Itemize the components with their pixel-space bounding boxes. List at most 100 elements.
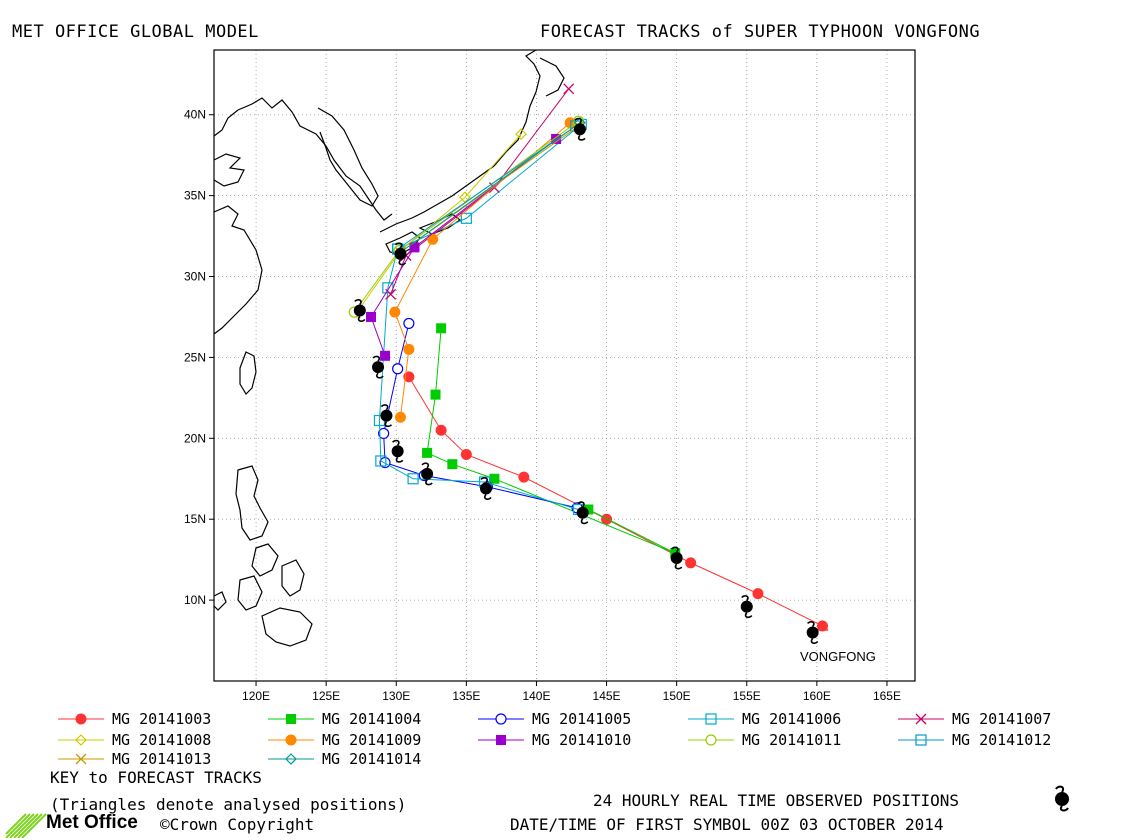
track-point-marker xyxy=(422,447,433,458)
typhoon-symbol-icon xyxy=(670,546,683,570)
coastlines xyxy=(213,49,565,647)
track-point-marker xyxy=(583,504,594,515)
track-line xyxy=(400,122,581,253)
legend-label: MG 20141007 xyxy=(952,710,1052,728)
coastline-segment xyxy=(261,607,313,647)
observed-positions-note: 24 HOURLY REAL TIME OBSERVED POSITIONS xyxy=(593,791,960,810)
met-office-logo-icon xyxy=(5,813,47,838)
track-point-marker xyxy=(551,133,562,144)
y-tick-label: 40N xyxy=(184,108,206,122)
track-point-marker xyxy=(392,363,404,375)
typhoon-symbol-icon xyxy=(576,501,589,525)
typhoon-symbol-icon xyxy=(740,595,753,619)
copyright-text: ©Crown Copyright xyxy=(160,815,315,834)
track-point-marker xyxy=(489,473,500,484)
coastline-segment xyxy=(379,49,541,233)
map-frame xyxy=(213,49,916,682)
track-line xyxy=(397,125,577,250)
coastline-segment xyxy=(317,107,379,207)
coastline-segment xyxy=(235,465,269,541)
legend-marker-icon xyxy=(898,713,944,725)
track-mg-20141007 xyxy=(385,83,575,300)
coastline-segment xyxy=(281,559,305,597)
track-point-marker xyxy=(378,427,390,440)
track-point-marker xyxy=(286,714,296,724)
x-tick-label: 125E xyxy=(312,689,340,703)
track-point-marker xyxy=(403,343,415,355)
forecast-track-map: 120E 125E 130E 135E 140E 145E 150E 155E 160E 165E… xyxy=(184,49,916,703)
legend-label: MG 20141010 xyxy=(532,731,632,749)
track-point-marker xyxy=(685,557,697,569)
y-tick-label: 15N xyxy=(184,512,206,526)
first-symbol-date-note: DATE/TIME OF FIRST SYMBOL 00Z 03 OCTOBER… xyxy=(510,815,944,834)
legend-marker-icon xyxy=(268,714,314,724)
y-tick-labels: 10N 15N 20N 25N 30N 35N 40N xyxy=(184,108,214,607)
y-tick-label: 10N xyxy=(184,593,206,607)
track-point-marker xyxy=(285,753,297,765)
legend-label: MG 20141011 xyxy=(742,731,842,749)
track-point-marker xyxy=(915,713,927,725)
x-tick-label: 135E xyxy=(452,689,480,703)
track-point-marker xyxy=(375,455,387,467)
coastline-segment xyxy=(237,97,393,221)
typhoon-symbol-icon xyxy=(573,117,586,141)
track-point-marker xyxy=(75,753,87,765)
typhoon-symbol-icon xyxy=(380,404,393,428)
track-point-marker xyxy=(75,734,87,746)
met-office-logo-text: Met Office xyxy=(46,812,138,833)
coastline-segment xyxy=(213,153,263,335)
y-tick-label: 25N xyxy=(184,350,206,364)
track-point-marker xyxy=(495,713,507,725)
x-tick-label: 130E xyxy=(382,689,410,703)
analysed-position-triangle xyxy=(816,619,829,631)
x-tick-label: 160E xyxy=(803,689,831,703)
legend-label: MG 20141014 xyxy=(322,750,422,768)
key-title: KEY to FORECAST TRACKS xyxy=(50,768,262,787)
typhoon-symbol-icon xyxy=(372,355,385,379)
track-point-marker xyxy=(496,735,506,745)
legend-marker-icon xyxy=(688,734,734,746)
track-point-marker xyxy=(515,128,527,140)
y-tick-label: 30N xyxy=(184,270,206,284)
legend-marker-icon xyxy=(688,713,734,725)
legend-marker-icon xyxy=(58,753,104,765)
typhoon-symbol-icon xyxy=(353,299,366,322)
track-point-marker xyxy=(435,424,447,436)
header-left-title: MET OFFICE GLOBAL MODEL xyxy=(12,22,259,42)
track-point-marker xyxy=(705,734,717,746)
typhoon-symbol-icon xyxy=(421,462,434,486)
track-point-marker xyxy=(75,713,87,725)
track-line xyxy=(370,138,557,356)
x-tick-label: 140E xyxy=(522,689,550,703)
coastline-segment xyxy=(251,543,279,577)
storm-name-label: VONGFONG xyxy=(800,649,876,664)
track-line xyxy=(394,122,571,418)
x-tick-labels: 120E 125E 130E 135E 140E 145E 150E 155E 160E 165E xyxy=(242,681,901,703)
track-point-marker xyxy=(518,471,530,483)
track-mg-20141009 xyxy=(389,117,576,423)
forecast-tracks xyxy=(348,83,829,632)
track-mg-20141008 xyxy=(351,128,527,318)
coastline-segment xyxy=(539,57,565,97)
legend-marker-icon xyxy=(268,753,314,765)
legend-label: MG 20141008 xyxy=(112,731,212,749)
legend-label: MG 20141009 xyxy=(322,731,422,749)
typhoon-symbol-icon xyxy=(806,620,819,644)
track-point-marker xyxy=(460,212,472,224)
track-point-marker xyxy=(285,734,297,746)
track-point-marker xyxy=(380,350,391,361)
track-point-marker xyxy=(915,734,927,746)
x-tick-label: 120E xyxy=(242,689,270,703)
observed-positions xyxy=(353,117,819,644)
triangles-note: (Triangles denote analysed positions) xyxy=(50,795,407,814)
track-mg-20141006 xyxy=(373,118,587,516)
coastline-segment xyxy=(213,109,239,137)
typhoon-symbol-icon xyxy=(479,476,492,500)
typhoon-symbol-icon xyxy=(394,242,407,266)
legend-label: MG 20141013 xyxy=(112,750,212,768)
track-mg-20141003 xyxy=(403,371,828,632)
y-tick-label: 20N xyxy=(184,431,206,445)
track-point-marker xyxy=(705,713,717,725)
x-tick-label: 165E xyxy=(873,689,901,703)
legend-marker-icon xyxy=(898,734,944,746)
